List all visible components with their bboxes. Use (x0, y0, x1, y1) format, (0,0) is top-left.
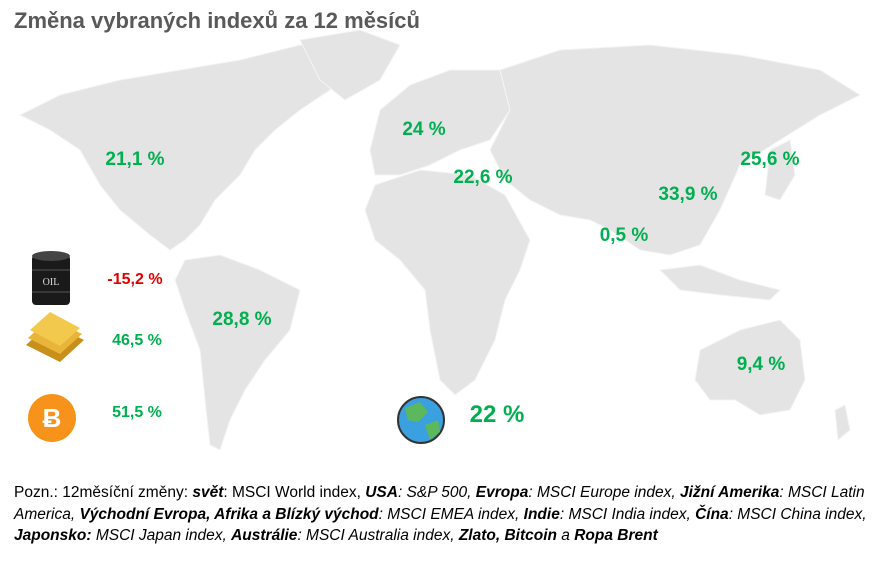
note-segment: : S&P 500, (397, 484, 476, 501)
note-segment: Východní Evropa, Afrika a Blízký východ (79, 505, 379, 523)
note-segment: : MSCI EMEA index, (378, 505, 524, 523)
note-segment: : MSCI India index, (559, 505, 696, 523)
footnote: Pozn.: 12měsíční změny: svět: MSCI World… (14, 482, 874, 547)
region-label: 9,4 % (736, 354, 786, 375)
note-segment: svět (192, 484, 224, 501)
region-label: 25,6 % (740, 149, 800, 170)
note-segment: Jižní Amerika (679, 484, 780, 501)
globe-icon (397, 396, 445, 444)
note-segment: Ropa Brent (574, 527, 658, 544)
bitcoin-icon: Ƀ (28, 394, 76, 442)
note-segment: Pozn.: 12měsíční změny: (14, 484, 193, 501)
region-label: 28,8 % (212, 309, 272, 330)
asset-label: -15,2 % (107, 271, 163, 288)
svg-text:Ƀ: Ƀ (43, 403, 62, 433)
world-label: 22 % (469, 401, 525, 428)
note-segment: Indie (523, 505, 560, 523)
note-segment: Austrálie (231, 527, 298, 544)
note-segment: : MSCI Europe index, (528, 484, 680, 501)
note-segment: Japonsko: (14, 527, 92, 544)
note-segment: Čína (695, 505, 729, 523)
note-segment: Evropa (475, 484, 529, 501)
note-segment: : MSCI Latin America, (14, 484, 865, 523)
asset-label: 46,5 % (112, 332, 162, 349)
region-label: 33,9 % (658, 184, 718, 205)
note-segment: : MSCI Australia index, (297, 527, 459, 544)
note-segment: : MSCI World index, (223, 484, 366, 501)
svg-text:OIL: OIL (43, 277, 60, 288)
note-segment: : MSCI China index, (728, 505, 867, 523)
world-map: OIL Ƀ (18, 29, 862, 451)
title: Změna vybraných indexů za 12 měsíců (14, 8, 420, 33)
note-segment: MSCI Japan index, (91, 527, 232, 544)
region-label: 21,1 % (105, 149, 165, 170)
region-label: 24 % (402, 119, 446, 140)
asset-label: 51,5 % (112, 404, 162, 421)
region-label: 0,5 % (599, 225, 649, 246)
note-segment: a (556, 527, 575, 544)
region-label: 22,6 % (453, 167, 513, 188)
oil-icon: OIL (32, 251, 70, 305)
note-segment: USA (365, 484, 398, 501)
gold-icon (26, 312, 84, 362)
note-segment: Zlato, Bitcoin (458, 527, 557, 544)
